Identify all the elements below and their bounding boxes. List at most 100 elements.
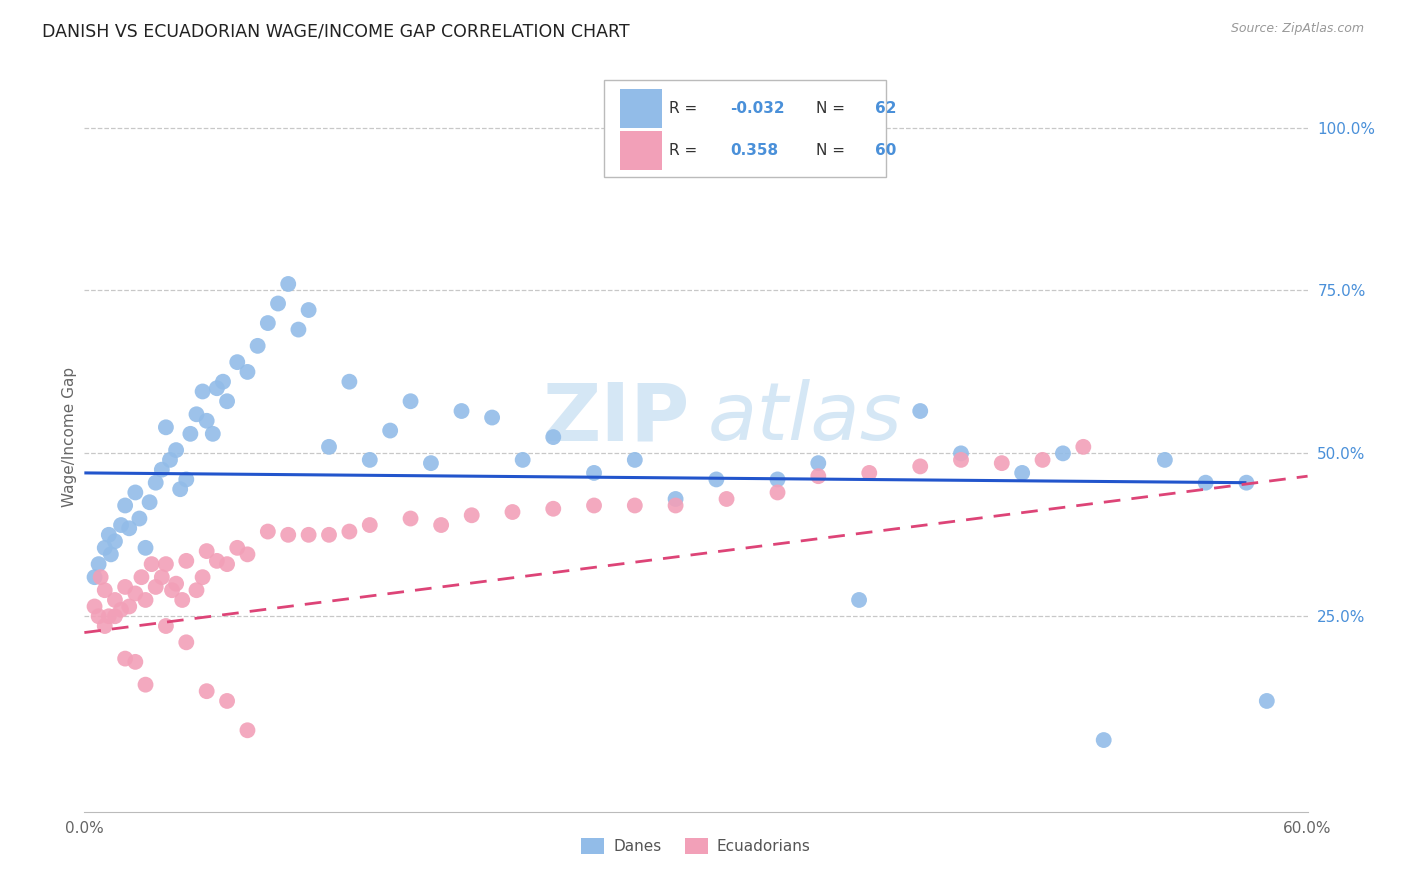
Point	[150, 570, 173, 584]
Point	[236, 547, 259, 561]
Point	[205, 554, 228, 568]
Point	[97, 609, 120, 624]
Point	[1236, 475, 1258, 490]
Point	[114, 651, 136, 665]
Point	[114, 499, 136, 513]
Text: -0.032: -0.032	[730, 101, 785, 116]
Point	[399, 394, 422, 409]
Point	[118, 521, 141, 535]
Point	[1256, 694, 1278, 708]
Point	[287, 322, 309, 336]
Point	[191, 570, 214, 584]
Point	[90, 570, 112, 584]
Point	[359, 518, 381, 533]
Point	[1073, 440, 1095, 454]
Point	[624, 453, 647, 467]
Point	[150, 463, 173, 477]
Point	[186, 407, 208, 421]
Point	[124, 586, 146, 600]
Point	[174, 554, 197, 568]
Point	[716, 491, 738, 506]
Point	[83, 570, 105, 584]
Point	[135, 593, 157, 607]
Point	[502, 505, 524, 519]
Point	[131, 570, 153, 584]
Text: R =: R =	[669, 144, 707, 159]
Text: R =: R =	[669, 101, 702, 116]
Point	[399, 511, 422, 525]
Point	[191, 384, 214, 399]
Point	[1154, 453, 1177, 467]
Point	[155, 557, 177, 571]
Point	[1032, 453, 1054, 467]
Point	[706, 472, 728, 486]
Point	[277, 277, 299, 291]
Point	[195, 544, 218, 558]
Point	[155, 420, 177, 434]
Text: 60: 60	[875, 144, 896, 159]
Point	[991, 456, 1014, 470]
Point	[481, 410, 503, 425]
Point	[195, 414, 218, 428]
Point	[186, 583, 208, 598]
Point	[359, 453, 381, 467]
Point	[766, 485, 789, 500]
Point	[665, 491, 688, 506]
Point	[267, 296, 290, 310]
Point	[910, 459, 932, 474]
Y-axis label: Wage/Income Gap: Wage/Income Gap	[62, 367, 77, 508]
Point	[217, 694, 239, 708]
Point	[87, 609, 110, 624]
Point	[124, 655, 146, 669]
Point	[807, 469, 830, 483]
Point	[583, 499, 606, 513]
Point	[128, 511, 150, 525]
Point	[165, 443, 187, 458]
Point	[124, 485, 146, 500]
FancyBboxPatch shape	[605, 79, 886, 178]
Point	[543, 430, 565, 444]
Point	[201, 426, 224, 441]
Point	[858, 466, 880, 480]
Point	[135, 678, 157, 692]
Point	[93, 619, 115, 633]
Point	[246, 339, 269, 353]
FancyBboxPatch shape	[620, 131, 662, 170]
Point	[450, 404, 472, 418]
Point	[179, 426, 201, 441]
Point	[205, 381, 228, 395]
Legend: Danes, Ecuadorians: Danes, Ecuadorians	[575, 832, 817, 860]
Point	[461, 508, 484, 523]
Point	[83, 599, 105, 614]
Point	[318, 440, 340, 454]
Point	[236, 723, 259, 738]
Point	[93, 541, 115, 555]
Point	[87, 557, 110, 571]
Point	[1195, 475, 1218, 490]
Point	[226, 355, 249, 369]
Point	[195, 684, 218, 698]
Point	[950, 453, 973, 467]
Point	[624, 499, 647, 513]
Point	[145, 580, 167, 594]
Point	[318, 528, 340, 542]
Text: ZIP: ZIP	[543, 379, 690, 458]
Point	[339, 375, 361, 389]
Point	[1011, 466, 1033, 480]
Text: N =: N =	[815, 144, 849, 159]
Point	[104, 609, 127, 624]
Text: 0.358: 0.358	[730, 144, 779, 159]
Point	[807, 456, 830, 470]
Point	[135, 541, 157, 555]
Point	[160, 583, 183, 598]
Point	[848, 593, 870, 607]
Point	[145, 475, 167, 490]
Point	[169, 482, 191, 496]
Point	[114, 580, 136, 594]
Point	[583, 466, 606, 480]
Point	[104, 593, 127, 607]
Point	[118, 599, 141, 614]
Point	[512, 453, 534, 467]
Point	[97, 528, 120, 542]
Point	[174, 472, 197, 486]
